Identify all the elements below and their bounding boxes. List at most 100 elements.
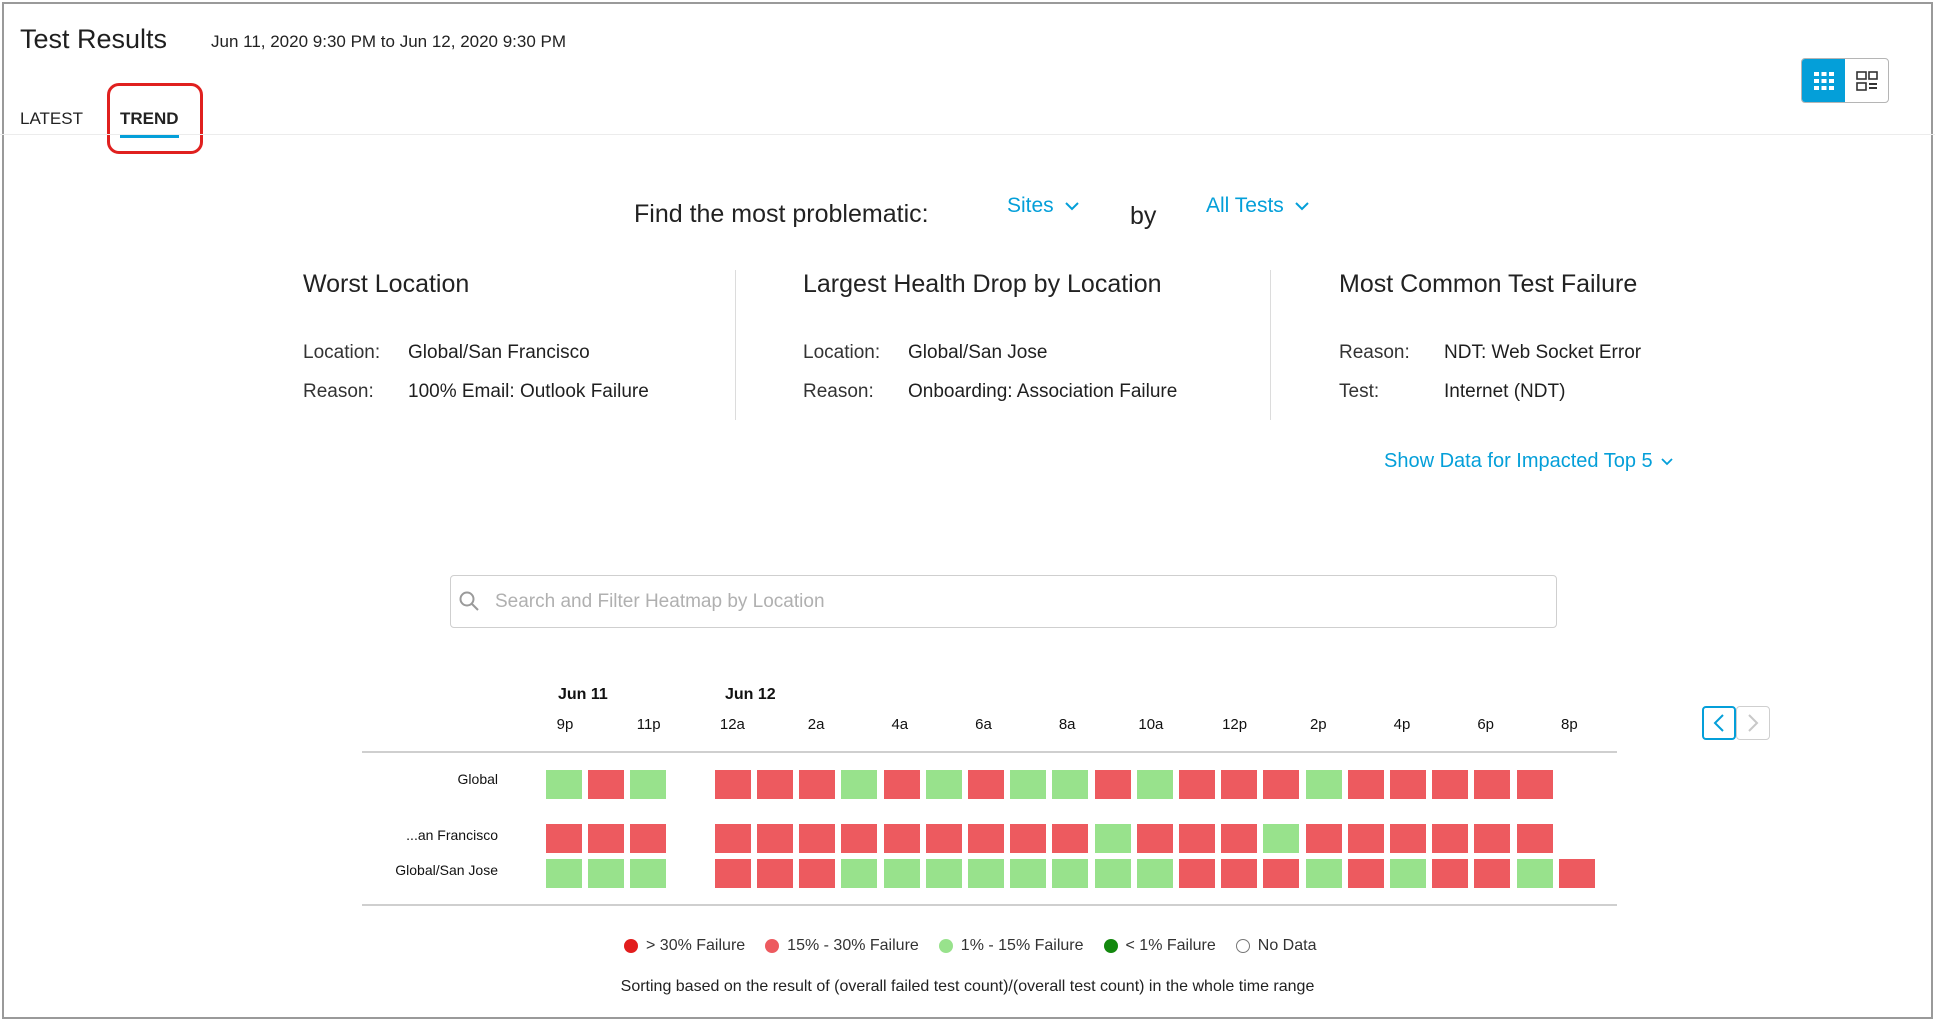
heatmap-cell[interactable] (799, 824, 836, 853)
tab-latest[interactable]: LATEST (20, 109, 83, 128)
heatmap-cell[interactable] (1263, 770, 1300, 799)
heatmap-cell[interactable] (841, 824, 878, 853)
heatmap-cell[interactable] (714, 770, 751, 799)
heatmap-cell[interactable] (1390, 770, 1426, 799)
heatmap-cell[interactable] (630, 824, 667, 853)
legend-label: < 1% Failure (1125, 937, 1216, 954)
heatmap-cell[interactable] (1558, 859, 1595, 888)
heatmap-cell[interactable] (841, 770, 878, 799)
legend-item: No Data (1235, 937, 1317, 955)
card-row-value: NDT: Web Socket Error (1444, 342, 1642, 363)
heatmap-cell[interactable] (1347, 824, 1384, 853)
heatmap-cell[interactable] (757, 824, 793, 853)
legend-label: 1% - 15% Failure (960, 937, 1084, 954)
dashboard-view-button[interactable] (1845, 59, 1888, 102)
heatmap-cell[interactable] (968, 824, 1004, 853)
heatmap-cell[interactable] (1179, 859, 1215, 888)
previous-page-button[interactable] (1702, 706, 1736, 740)
heatmap-cell[interactable] (968, 859, 1004, 888)
heatmap-cell[interactable] (883, 770, 920, 799)
heatmap-cell[interactable] (1516, 859, 1553, 888)
hour-label: 10a (1138, 716, 1164, 733)
heatmap-cell[interactable] (799, 859, 836, 888)
test-filter-dropdown[interactable]: All Tests (1206, 194, 1310, 218)
chevron-left-icon (1713, 714, 1724, 732)
heatmap-cell[interactable] (757, 770, 793, 799)
card-title: Largest Health Drop by Location (803, 270, 1162, 298)
heatmap-bottom-rule (362, 904, 1617, 906)
legend-item: > 30% Failure (624, 937, 745, 955)
heatmap-cell[interactable] (1516, 770, 1553, 799)
heatmap-cell[interactable] (883, 824, 920, 853)
entity-dropdown[interactable]: Sites (1007, 194, 1080, 218)
heatmap-cell[interactable] (630, 770, 667, 799)
heatmap-cell[interactable] (1474, 859, 1511, 888)
heatmap-cell[interactable] (1052, 859, 1089, 888)
heatmap-cell[interactable] (925, 824, 962, 853)
finder-prompt: Find the most problematic: (634, 200, 929, 228)
heatmap-cell[interactable] (714, 859, 751, 888)
heatmap-cell[interactable] (1136, 824, 1173, 853)
heatmap-cell[interactable] (841, 859, 878, 888)
heatmap-cell[interactable] (1010, 824, 1047, 853)
heatmap-cell[interactable] (588, 859, 625, 888)
card-row: Location: Global/San Francisco (303, 342, 590, 364)
heatmap-cell[interactable] (1432, 824, 1469, 853)
card-row-key: Test: (1339, 381, 1380, 402)
heatmap-cell[interactable] (1432, 859, 1469, 888)
legend-label: 15% - 30% Failure (787, 937, 919, 954)
heatmap-cell[interactable] (1052, 770, 1089, 799)
heatmap-cell[interactable] (546, 824, 582, 853)
heatmap-cell[interactable] (714, 824, 751, 853)
heatmap-cell[interactable] (1221, 824, 1258, 853)
legend-item: < 1% Failure (1103, 937, 1216, 955)
heatmap-cell[interactable] (925, 770, 962, 799)
page-title: Test Results (20, 24, 168, 54)
heatmap-cell[interactable] (1263, 824, 1300, 853)
heatmap-cell[interactable] (1347, 770, 1384, 799)
heatmap-cell[interactable] (1474, 770, 1511, 799)
chevron-down-icon (1661, 457, 1673, 465)
heatmap-cell[interactable] (1474, 824, 1511, 853)
heatmap-cell[interactable] (1221, 859, 1258, 888)
hour-label: 2a (807, 716, 825, 733)
heatmap-cell[interactable] (925, 859, 962, 888)
heatmap-cell[interactable] (757, 859, 793, 888)
heatmap-cell[interactable] (1305, 824, 1342, 853)
heatmap-cell[interactable] (1263, 859, 1300, 888)
heatmap-cell[interactable] (1347, 859, 1384, 888)
heatmap-cell[interactable] (588, 824, 625, 853)
heatmap-cell[interactable] (799, 770, 836, 799)
heatmap-cell[interactable] (1136, 770, 1173, 799)
heatmap-cell[interactable] (1094, 824, 1131, 853)
heatmap-cell[interactable] (1305, 770, 1342, 799)
heatmap-cell[interactable] (1390, 859, 1426, 888)
heatmap-cell[interactable] (968, 770, 1004, 799)
heatmap-cell[interactable] (1516, 824, 1553, 853)
heatmap-cell[interactable] (546, 770, 582, 799)
heatmap-cell[interactable] (1052, 824, 1089, 853)
heatmap-cell[interactable] (1432, 770, 1469, 799)
heatmap-cell[interactable] (630, 859, 667, 888)
heatmap-cell[interactable] (1010, 859, 1047, 888)
show-impacted-top5-link[interactable]: Show Data for Impacted Top 5 (1384, 450, 1673, 473)
legend-label: No Data (1257, 937, 1317, 954)
heatmap-cell[interactable] (1136, 859, 1173, 888)
heatmap-cell[interactable] (1179, 770, 1215, 799)
heatmap-cell[interactable] (546, 859, 582, 888)
heatmap-cell[interactable] (1305, 859, 1342, 888)
heatmap-cell[interactable] (1179, 824, 1215, 853)
heatmap-cell[interactable] (588, 770, 625, 799)
tab-trend[interactable]: TREND (120, 109, 179, 138)
heatmap-cell[interactable] (883, 859, 920, 888)
heatmap-cell[interactable] (1390, 824, 1426, 853)
heatmap-cell[interactable] (1221, 770, 1258, 799)
card-row-key: Location: (303, 342, 381, 363)
heatmap-cell[interactable] (1094, 859, 1131, 888)
grid-view-button[interactable] (1802, 59, 1845, 102)
heatmap-cell[interactable] (1094, 770, 1131, 799)
search-input[interactable] (495, 576, 1545, 627)
heatmap-cell[interactable] (1010, 770, 1047, 799)
hour-label: 11p (636, 716, 661, 733)
next-page-button[interactable] (1736, 706, 1770, 740)
